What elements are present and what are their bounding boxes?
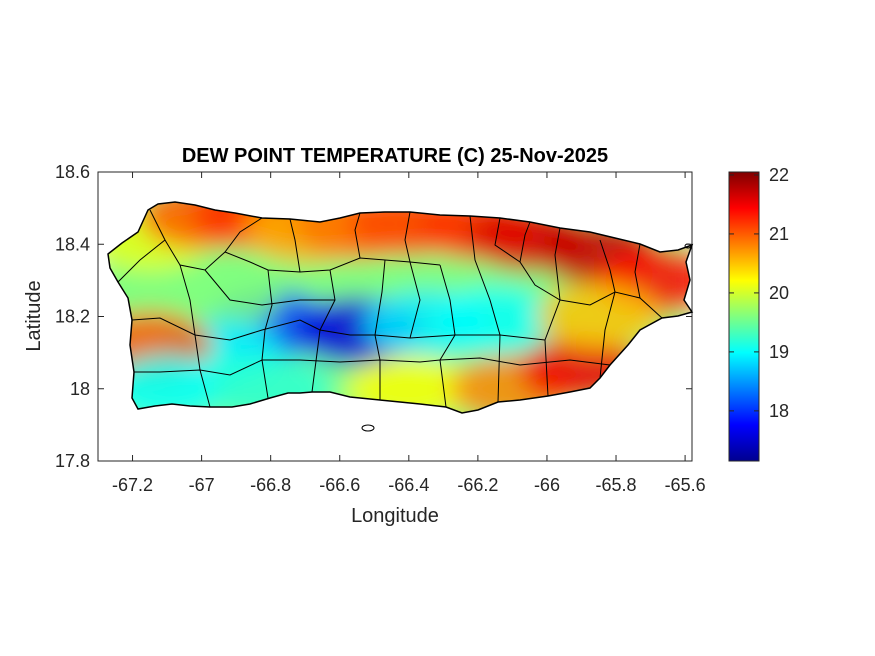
x-tick-label-3: -66.6	[319, 475, 360, 495]
chart-title: DEW POINT TEMPERATURE (C) 25-Nov-2025	[182, 145, 608, 167]
island-outline	[107, 201, 694, 414]
x-axis: -67.2 -67 -66.8 -66.6 -66.4 -66.2 -66 -65.8 -65.…	[112, 172, 706, 495]
x-tick-label-1: -67	[189, 475, 215, 495]
colorbar-tick-label-3: 21	[769, 224, 789, 244]
municipality-line-10	[544, 227, 561, 397]
municipality-line-15	[117, 239, 166, 283]
y-tick-label-3: 18.4	[55, 234, 90, 254]
municipality-line-17	[354, 212, 361, 259]
municipality-line-14	[134, 357, 611, 376]
field-sample-22	[536, 282, 661, 351]
field-sample-14	[156, 260, 281, 329]
municipality-line-16	[289, 218, 301, 273]
municipality-boundaries	[117, 209, 663, 408]
x-tick-label-0: -67.2	[112, 475, 153, 495]
colorbar-tick-label-1: 19	[769, 342, 789, 362]
y-axis-label: Latitude	[23, 280, 45, 351]
y-axis: 17.8 18 18.2 18.4 18.6	[55, 162, 692, 471]
colorbar-tick-label-4: 22	[769, 165, 789, 185]
y-tick-label-1: 18	[70, 379, 90, 399]
colorbar	[728, 171, 760, 462]
x-tick-label-2: -66.8	[250, 475, 291, 495]
municipality-line-6	[404, 211, 411, 263]
x-tick-label-8: -65.6	[665, 475, 706, 495]
municipality-line-19	[204, 269, 335, 306]
x-tick-label-7: -65.8	[596, 475, 637, 495]
x-tick-label-4: -66.4	[388, 475, 429, 495]
x-tick-label-5: -66.2	[457, 475, 498, 495]
y-tick-label-0: 17.8	[55, 451, 90, 471]
municipality-line-13	[131, 317, 546, 341]
caja-de-muertos-islet	[361, 424, 375, 432]
municipality-line-8	[469, 215, 501, 403]
y-tick-label-2: 18.2	[55, 307, 90, 327]
y-tick-label-4: 18.6	[55, 162, 90, 182]
municipality-line-3	[261, 269, 273, 399]
municipality-line-18	[519, 221, 531, 263]
x-tick-label-6: -66	[534, 475, 560, 495]
field-sample-13	[433, 286, 558, 355]
colorbar-tick-label-0: 18	[769, 401, 789, 421]
x-axis-label: Longitude	[351, 505, 439, 527]
municipality-line-20	[409, 261, 421, 339]
colorbar-tick-label-2: 20	[769, 283, 789, 303]
municipality-line-11	[599, 239, 616, 379]
municipality-line-12	[634, 243, 641, 299]
colorbar-ticks: 18 19 20 21 22	[729, 165, 789, 421]
